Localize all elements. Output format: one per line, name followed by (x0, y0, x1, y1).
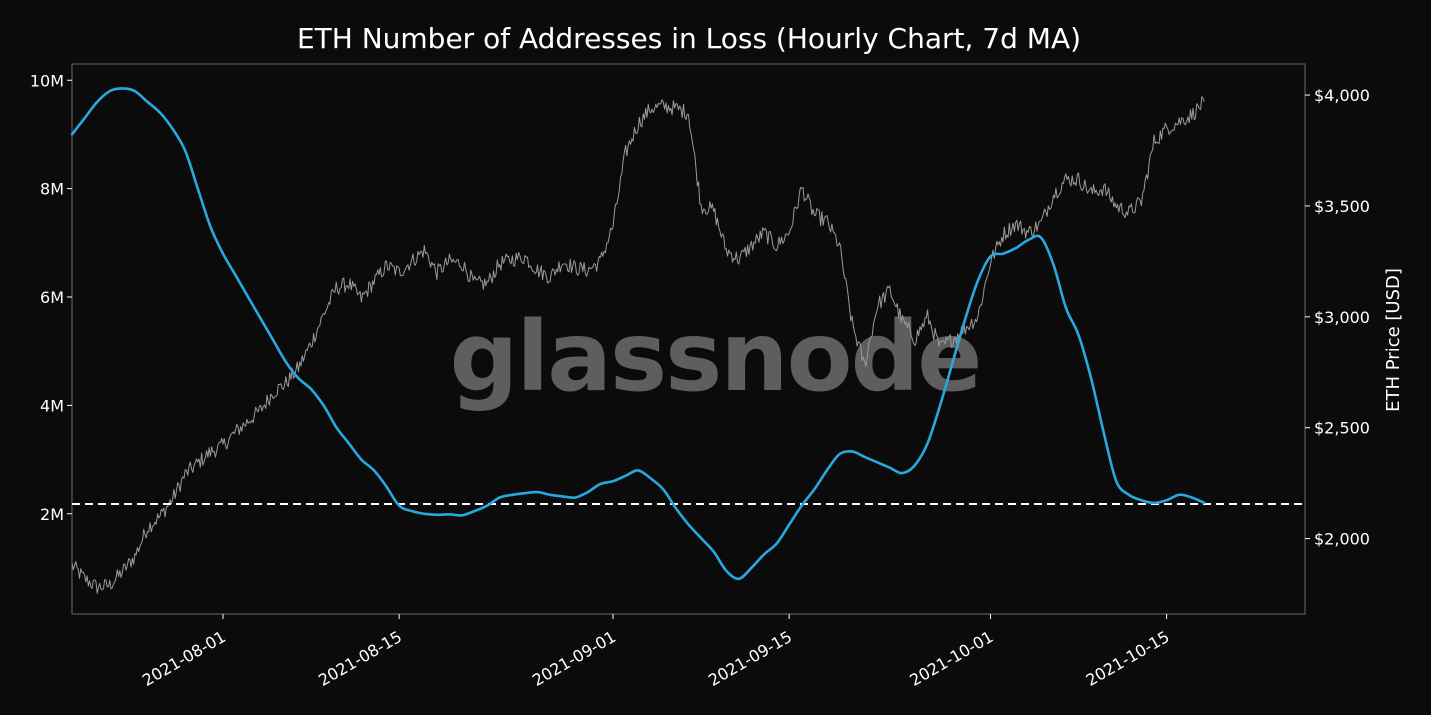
left-tick-label: 6M (40, 288, 64, 307)
left-tick-label: 2M (40, 505, 64, 524)
right-axis: $2,000 $2,500 $3,000 $3,500 $4,000 (1305, 86, 1370, 549)
left-tick-label: 10M (30, 71, 64, 90)
right-axis-label: ETH Price [USD] (1383, 268, 1404, 412)
eth-price-line (71, 96, 1205, 594)
right-tick-label: $4,000 (1314, 86, 1370, 105)
left-tick-label: 8M (40, 180, 64, 199)
plot-frame (71, 63, 1306, 615)
chart-title: ETH Number of Addresses in Loss (Hourly … (297, 22, 1081, 55)
addresses-series-layer (70, 87, 1206, 581)
right-tick-label: $3,500 (1314, 197, 1370, 216)
right-tick-label: $2,000 (1314, 530, 1370, 549)
right-tick-label: $2,500 (1314, 419, 1370, 438)
addresses-in-loss-line (70, 87, 1206, 581)
price-series-layer (71, 96, 1205, 594)
watermark: glassnode (450, 301, 981, 413)
right-tick-label: $3,000 (1314, 308, 1370, 327)
left-tick-label: 4M (40, 396, 64, 415)
left-axis: 2M 4M 6M 8M 10M (30, 71, 72, 524)
plot-area: glassnode (70, 63, 1306, 615)
